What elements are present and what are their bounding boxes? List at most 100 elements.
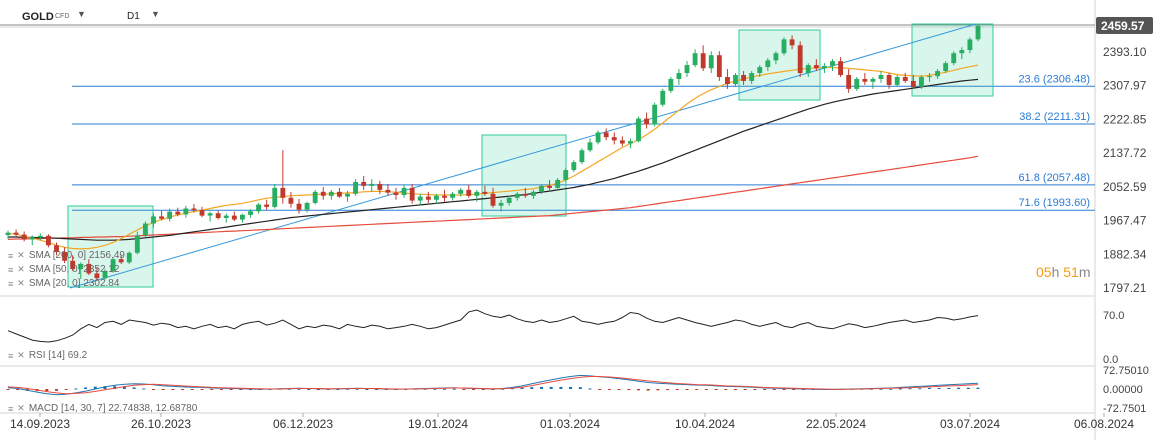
macd-histogram-bar — [675, 389, 679, 390]
highlight-zone — [481, 134, 567, 217]
macd-histogram-bar — [646, 389, 650, 391]
macd-histogram-bar — [889, 388, 893, 390]
macd-histogram-bar — [200, 389, 204, 390]
macd-histogram-bar — [132, 387, 136, 389]
macd-histogram-bar — [190, 389, 194, 390]
symbol-dropdown-icon[interactable]: ▼ — [77, 9, 86, 19]
candle-body — [935, 71, 941, 77]
macd-histogram-bar — [316, 389, 320, 390]
macd-histogram-bar — [103, 386, 107, 389]
timeframe-label[interactable]: D1 — [127, 11, 140, 22]
date-axis-label: 10.04.2024 — [675, 417, 735, 431]
candle-body — [579, 150, 585, 163]
candle-body — [741, 75, 747, 81]
macd-histogram-bar — [743, 389, 747, 390]
candle-body — [838, 61, 844, 76]
candle-body — [45, 235, 51, 246]
candle-body — [854, 78, 860, 89]
candle-body — [62, 252, 68, 261]
candle-body — [870, 78, 876, 82]
candle-body — [296, 203, 302, 210]
macd-histogram-bar — [84, 387, 88, 389]
drag-handle-icon[interactable]: ≡ — [8, 250, 14, 261]
date-axis-label: 14.09.2023 — [10, 417, 70, 431]
macd-axis-label: 0.00000 — [1103, 384, 1143, 396]
price-axis-label: 2052.59 — [1103, 180, 1147, 194]
candle-body — [353, 181, 359, 194]
timeframe-dropdown-icon[interactable]: ▼ — [151, 9, 160, 19]
macd-histogram-bar — [734, 389, 737, 390]
macd-histogram-bar — [588, 388, 592, 390]
candle-countdown: 05h 51m — [1036, 264, 1091, 280]
close-icon[interactable]: ✕ — [17, 350, 25, 360]
macd-histogram-bar — [287, 388, 291, 390]
drag-handle-icon[interactable]: ≡ — [8, 278, 14, 289]
candle-body — [126, 252, 132, 263]
symbol-name[interactable]: GOLD — [22, 11, 54, 23]
sma50-legend[interactable]: ≡ ✕ SMA [50, 0] 2352.12 — [8, 264, 119, 275]
macd-histogram-bar — [239, 389, 243, 390]
macd-legend[interactable]: ≡ ✕ MACD [14, 30, 7] 22.74838, 12.68780 — [8, 403, 197, 414]
candle-body — [78, 263, 84, 270]
macd-histogram-bar — [869, 388, 873, 390]
drag-handle-icon[interactable]: ≡ — [8, 350, 14, 361]
macd-signal-line — [7, 376, 979, 395]
candle-body — [959, 50, 965, 54]
candle-body — [110, 259, 116, 272]
macd-histogram-bar — [928, 387, 931, 389]
candle-body — [789, 39, 795, 46]
candle-body — [813, 65, 819, 69]
candle-body — [134, 235, 140, 253]
macd-histogram-bar — [462, 389, 466, 390]
macd-histogram-bar — [113, 386, 117, 389]
candle-body — [466, 189, 472, 196]
close-icon[interactable]: ✕ — [17, 250, 25, 260]
candle-body — [684, 65, 690, 74]
date-axis-label: 06.12.2023 — [273, 417, 333, 431]
drag-handle-icon[interactable]: ≡ — [8, 264, 14, 275]
drag-handle-icon[interactable]: ≡ — [8, 403, 14, 414]
candle-body — [846, 75, 852, 89]
macd-histogram-bar — [792, 389, 796, 390]
candle-body — [951, 53, 957, 64]
current-price-tag — [1096, 17, 1153, 34]
macd-histogram-bar — [753, 389, 757, 390]
candle-body — [975, 25, 981, 40]
macd-histogram-bar — [617, 389, 621, 390]
candle-body — [345, 193, 350, 197]
candle-body — [215, 213, 221, 218]
candle-body — [409, 187, 415, 201]
sma20-legend[interactable]: ≡ ✕ SMA [20, 0] 2302.84 — [8, 278, 119, 289]
candle-body — [830, 61, 835, 66]
candle-body — [716, 55, 722, 77]
close-icon[interactable]: ✕ — [17, 278, 25, 288]
macd-histogram-bar — [423, 388, 427, 390]
current-price-value: 2459.57 — [1101, 19, 1145, 33]
sma200-legend[interactable]: ≡ ✕ SMA [200, 0] 2156.49 — [8, 250, 125, 261]
macd-histogram-bar — [161, 389, 165, 391]
macd-histogram-bar — [966, 387, 970, 389]
candle-body — [805, 65, 811, 74]
close-icon[interactable]: ✕ — [17, 264, 25, 274]
candle-body — [563, 170, 569, 180]
candle-body — [37, 235, 43, 238]
candle-body — [312, 191, 318, 203]
rsi-legend[interactable]: ≡ ✕ RSI [14] 69.2 — [8, 350, 87, 361]
candle-body — [967, 39, 973, 51]
candle-body — [175, 211, 181, 215]
macd-histogram-bar — [578, 387, 582, 389]
rsi-label: RSI [14] 69.2 — [28, 350, 88, 361]
macd-histogram-bar — [627, 389, 631, 391]
close-icon[interactable]: ✕ — [17, 403, 25, 413]
candle-body — [433, 195, 439, 200]
macd-histogram-bar — [763, 389, 767, 390]
candle-body — [514, 193, 520, 198]
candle-body — [288, 197, 294, 204]
candle-body — [603, 132, 609, 138]
date-axis-label: 19.01.2024 — [408, 417, 468, 431]
candle-body — [878, 75, 884, 79]
candle-body — [660, 90, 666, 105]
candle-body — [636, 118, 641, 142]
macd-histogram-bar — [93, 386, 97, 389]
